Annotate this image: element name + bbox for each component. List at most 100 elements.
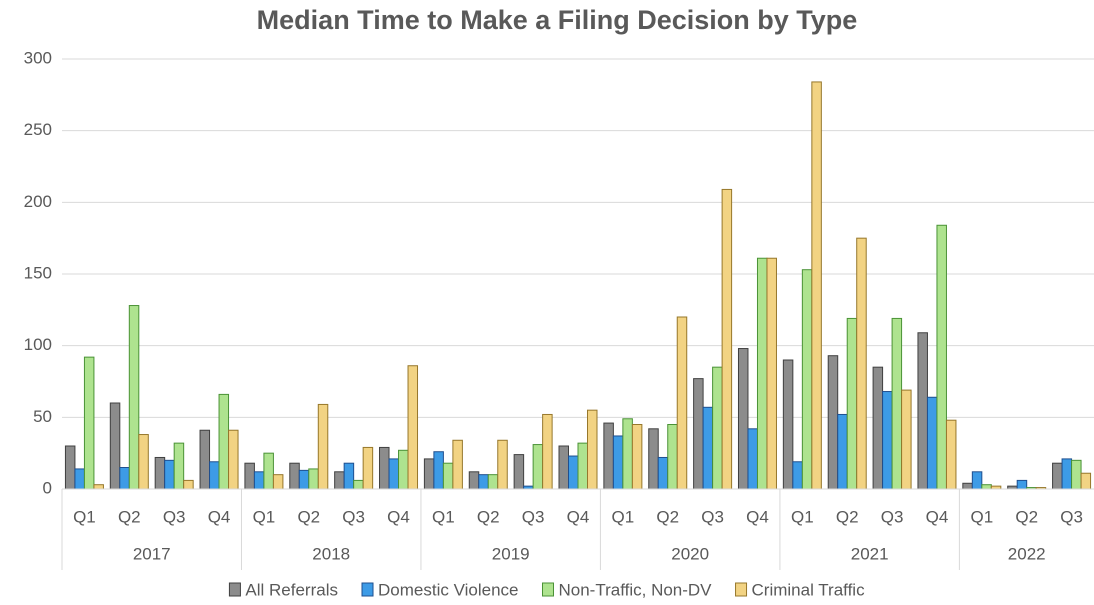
x-tick-label: Q4	[387, 507, 410, 526]
bar	[917, 332, 928, 490]
legend-swatch	[541, 582, 554, 597]
y-tick-label: 0	[43, 478, 52, 497]
bar	[631, 424, 643, 490]
bar	[792, 461, 803, 490]
legend-swatch	[361, 582, 374, 597]
bar	[442, 462, 454, 490]
bar	[542, 413, 553, 490]
bar	[119, 467, 130, 490]
x-tick-label: Q1	[73, 507, 96, 526]
bar	[244, 462, 255, 490]
x-tick-label: Q2	[656, 507, 679, 526]
bar	[173, 442, 185, 490]
x-tick-label: Q4	[746, 507, 769, 526]
x-tick-label: Q3	[1060, 507, 1083, 526]
bar	[379, 446, 390, 490]
bar	[64, 445, 76, 490]
bar	[827, 355, 839, 490]
bar	[1052, 462, 1063, 490]
bar	[782, 359, 794, 490]
group-label: 2022	[1008, 544, 1046, 563]
bar	[846, 317, 858, 490]
bar	[1071, 459, 1082, 490]
bar	[811, 81, 822, 490]
bar	[756, 257, 768, 490]
bar	[317, 403, 329, 490]
x-tick-label: Q3	[163, 507, 186, 526]
bar	[872, 366, 884, 490]
bar	[487, 474, 499, 490]
x-tick-label: Q2	[1015, 507, 1038, 526]
bar	[962, 482, 973, 490]
bar	[676, 316, 688, 490]
y-tick-label: 50	[33, 407, 52, 426]
bar	[334, 471, 345, 490]
bar	[199, 429, 211, 490]
bar	[801, 269, 813, 490]
bar	[308, 468, 319, 490]
group-label: 2017	[133, 544, 171, 563]
group-label: 2018	[312, 544, 350, 563]
bar	[1016, 479, 1028, 490]
legend-label: All Referrals	[245, 580, 338, 599]
bar	[154, 456, 166, 490]
bar	[83, 356, 95, 490]
bar	[657, 456, 669, 490]
bar	[407, 365, 419, 490]
bar	[513, 454, 525, 490]
bar	[603, 422, 614, 490]
bar	[622, 418, 633, 490]
x-tick-label: Q1	[253, 507, 276, 526]
bar	[353, 479, 364, 490]
bar	[612, 435, 624, 490]
bar	[452, 439, 463, 490]
x-tick-label: Q1	[612, 507, 635, 526]
x-tick-label: Q3	[701, 507, 724, 526]
bar	[936, 224, 947, 490]
bar	[558, 445, 569, 490]
y-tick-label: 250	[24, 120, 52, 139]
bar	[1061, 458, 1073, 490]
x-tick-label: Q4	[926, 507, 949, 526]
legend-swatch	[735, 582, 748, 597]
y-tick-label: 200	[24, 192, 52, 211]
bar	[712, 366, 723, 490]
bar	[587, 409, 598, 490]
legend-label: Domestic Violence	[378, 580, 518, 599]
bar	[667, 424, 678, 490]
x-tick-label: Q2	[836, 507, 859, 526]
bar	[478, 474, 489, 490]
chart-title: Median Time to Make a Filing Decision by…	[257, 5, 858, 35]
bar	[766, 257, 777, 490]
legend-label: Criminal Traffic	[752, 580, 866, 599]
bar	[93, 484, 104, 490]
bar	[433, 451, 444, 490]
group-label: 2020	[671, 544, 709, 563]
bar	[289, 462, 300, 490]
bar	[882, 391, 893, 490]
bar	[228, 429, 239, 490]
legend-label: Non-Traffic, Non-DV	[558, 580, 712, 599]
bar	[532, 444, 544, 490]
bar	[343, 462, 355, 490]
bar	[497, 439, 508, 490]
bar	[1080, 472, 1092, 490]
bar	[891, 317, 903, 490]
bar	[721, 188, 733, 490]
bar	[263, 452, 274, 490]
x-tick-label: Q1	[970, 507, 993, 526]
y-tick-label: 300	[24, 48, 52, 67]
x-tick-label: Q1	[791, 507, 814, 526]
bar	[398, 449, 409, 490]
bar	[568, 455, 579, 490]
x-tick-label: Q4	[567, 507, 590, 526]
bar	[253, 471, 265, 490]
group-label: 2019	[492, 544, 530, 563]
bar	[901, 389, 912, 490]
bar	[388, 458, 400, 490]
x-tick-label: Q3	[342, 507, 365, 526]
bar	[362, 446, 374, 490]
legend-swatch	[228, 582, 241, 597]
bar	[423, 458, 435, 490]
